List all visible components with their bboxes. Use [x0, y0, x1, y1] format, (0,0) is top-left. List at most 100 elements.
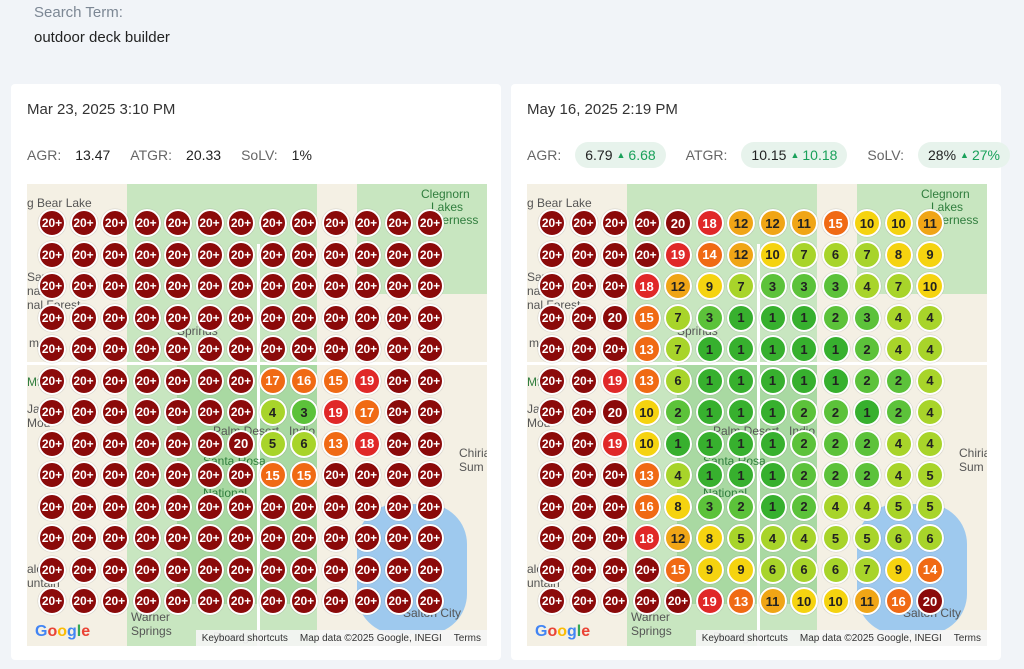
rank-marker[interactable]: 20+ — [132, 587, 161, 615]
rank-marker[interactable]: 20+ — [384, 492, 413, 521]
rank-marker[interactable]: 20+ — [227, 240, 255, 269]
rank-marker[interactable]: 20+ — [101, 398, 129, 426]
rank-marker[interactable]: 20+ — [353, 335, 381, 363]
rank-marker[interactable]: 20+ — [290, 272, 318, 300]
rank-marker[interactable]: 6 — [290, 429, 318, 458]
rank-marker[interactable]: 20+ — [38, 398, 66, 426]
rank-marker[interactable]: 20+ — [227, 209, 255, 237]
rank-marker[interactable]: 20+ — [69, 587, 98, 615]
rank-marker[interactable]: 20+ — [101, 303, 129, 332]
rank-marker[interactable]: 20+ — [538, 492, 566, 521]
rank-marker[interactable]: 20+ — [101, 524, 129, 552]
rank-marker[interactable]: 20+ — [132, 335, 161, 363]
rank-marker[interactable]: 20+ — [164, 587, 192, 615]
rank-marker[interactable]: 20+ — [601, 524, 629, 552]
rank-marker[interactable]: 20+ — [416, 429, 444, 458]
rank-marker[interactable]: 20+ — [227, 524, 255, 552]
rank-marker[interactable]: 19 — [601, 429, 629, 458]
rank-marker[interactable]: 20+ — [569, 587, 598, 615]
rank-marker[interactable]: 1 — [727, 335, 755, 363]
rank-marker[interactable]: 20+ — [569, 303, 598, 332]
rank-marker[interactable]: 20+ — [195, 429, 224, 458]
rank-marker[interactable]: 20+ — [353, 492, 381, 521]
rank-marker[interactable]: 20+ — [353, 587, 381, 615]
rank-marker[interactable]: 20 — [227, 429, 255, 458]
rank-marker[interactable]: 18 — [632, 272, 661, 300]
rank-marker[interactable]: 20+ — [38, 524, 66, 552]
rank-marker[interactable]: 15 — [664, 555, 692, 584]
rank-marker[interactable]: 20+ — [569, 335, 598, 363]
rank-marker[interactable]: 1 — [695, 461, 724, 489]
rank-marker[interactable]: 16 — [290, 366, 318, 395]
rank-marker[interactable]: 20+ — [538, 366, 566, 395]
rank-marker[interactable]: 1 — [790, 303, 818, 332]
rank-marker[interactable]: 5 — [727, 524, 755, 552]
rank-marker[interactable]: 20+ — [384, 555, 413, 584]
rank-marker[interactable]: 13 — [632, 461, 661, 489]
rank-marker[interactable]: 20+ — [416, 461, 444, 489]
rank-marker[interactable]: 20+ — [258, 209, 287, 237]
rank-marker[interactable]: 20+ — [258, 303, 287, 332]
rank-marker[interactable]: 20+ — [353, 272, 381, 300]
rank-marker[interactable]: 20+ — [290, 335, 318, 363]
rank-marker[interactable]: 20+ — [227, 366, 255, 395]
rank-marker[interactable]: 20+ — [164, 398, 192, 426]
rank-marker[interactable]: 20+ — [227, 272, 255, 300]
rank-marker[interactable]: 20+ — [321, 587, 350, 615]
rank-marker[interactable]: 7 — [790, 240, 818, 269]
rank-marker[interactable]: 1 — [821, 366, 850, 395]
rank-marker[interactable]: 2 — [853, 335, 881, 363]
rank-marker[interactable]: 2 — [884, 366, 913, 395]
rank-marker[interactable]: 20+ — [101, 587, 129, 615]
rank-marker[interactable]: 20+ — [384, 398, 413, 426]
rank-marker[interactable]: 20+ — [632, 209, 661, 237]
rank-marker[interactable]: 1 — [727, 429, 755, 458]
rank-marker[interactable]: 1 — [821, 335, 850, 363]
rank-marker[interactable]: 20+ — [132, 524, 161, 552]
rank-marker[interactable]: 6 — [821, 555, 850, 584]
rank-marker[interactable]: 5 — [916, 492, 944, 521]
rank-marker[interactable]: 20+ — [353, 555, 381, 584]
rank-marker[interactable]: 18 — [353, 429, 381, 458]
rank-marker[interactable]: 8 — [695, 524, 724, 552]
rank-marker[interactable]: 1 — [664, 429, 692, 458]
rank-marker[interactable]: 20+ — [416, 587, 444, 615]
rank-marker[interactable]: 4 — [853, 272, 881, 300]
rank-marker[interactable]: 20+ — [384, 587, 413, 615]
rank-marker[interactable]: 20+ — [569, 492, 598, 521]
rank-marker[interactable]: 20+ — [101, 492, 129, 521]
rank-marker[interactable]: 4 — [664, 461, 692, 489]
rank-marker[interactable]: 20+ — [569, 209, 598, 237]
rank-marker[interactable]: 20+ — [290, 492, 318, 521]
rank-marker[interactable]: 20+ — [227, 492, 255, 521]
rank-marker[interactable]: 20+ — [132, 492, 161, 521]
rank-marker[interactable]: 20+ — [258, 587, 287, 615]
rank-marker[interactable]: 20+ — [258, 272, 287, 300]
rank-marker[interactable]: 3 — [695, 492, 724, 521]
rank-marker[interactable]: 20+ — [538, 303, 566, 332]
rank-marker[interactable]: 9 — [695, 555, 724, 584]
rank-marker[interactable]: 5 — [258, 429, 287, 458]
rank-marker[interactable]: 20+ — [569, 461, 598, 489]
rank-marker[interactable]: 1 — [727, 461, 755, 489]
rank-marker[interactable]: 10 — [853, 209, 881, 237]
rank-marker[interactable]: 20+ — [195, 272, 224, 300]
rank-marker[interactable]: 20+ — [321, 209, 350, 237]
rank-marker[interactable]: 20+ — [38, 366, 66, 395]
rank-marker[interactable]: 20+ — [290, 587, 318, 615]
rank-marker[interactable]: 1 — [790, 335, 818, 363]
rank-marker[interactable]: 8 — [884, 240, 913, 269]
rank-marker[interactable]: 20+ — [569, 398, 598, 426]
rank-marker[interactable]: 20+ — [538, 335, 566, 363]
rank-marker[interactable]: 20+ — [601, 555, 629, 584]
rank-marker[interactable]: 2 — [884, 398, 913, 426]
rank-marker[interactable]: 20+ — [69, 240, 98, 269]
rank-marker[interactable]: 10 — [758, 240, 787, 269]
rank-marker[interactable]: 20+ — [258, 335, 287, 363]
rank-marker[interactable]: 20+ — [227, 555, 255, 584]
rank-marker[interactable]: 20+ — [164, 429, 192, 458]
rank-marker[interactable]: 4 — [916, 303, 944, 332]
rank-marker[interactable]: 20+ — [632, 587, 661, 615]
rank-marker[interactable]: 20+ — [290, 209, 318, 237]
rank-marker[interactable]: 4 — [916, 335, 944, 363]
